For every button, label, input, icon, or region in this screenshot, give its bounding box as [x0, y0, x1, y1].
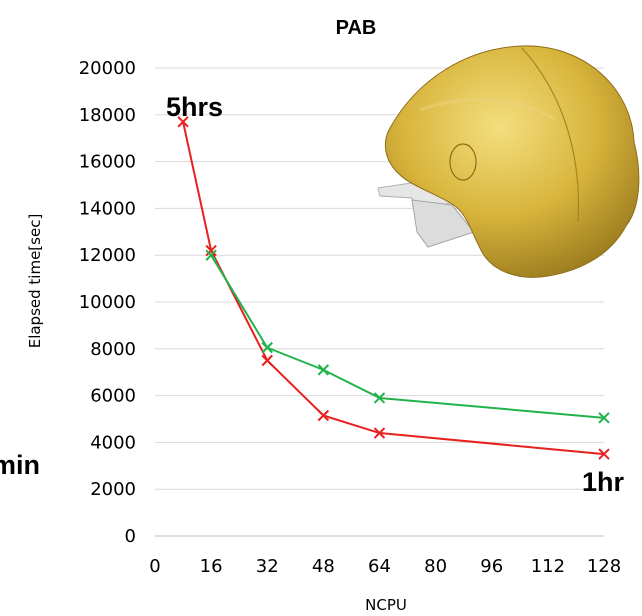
y-tick-label: 2000 — [90, 479, 136, 500]
data-point-2 — [205, 249, 217, 261]
annotation-min: min — [0, 450, 40, 480]
x-tick-label: 80 — [424, 556, 447, 577]
data-point-2 — [317, 364, 330, 376]
axes: 0 2000 4000 6000 8000 10000 12000 14000 16000 180… — [79, 58, 621, 577]
data-point-1 — [598, 448, 610, 460]
y-tick-label: 14000 — [79, 198, 136, 219]
x-tick-label: 0 — [149, 556, 160, 577]
x-axis-label: NCPU — [365, 596, 407, 614]
series-layer — [177, 116, 610, 460]
x-tick-label: 96 — [480, 556, 503, 577]
y-tick-label: 4000 — [90, 432, 136, 453]
y-tick-label: 6000 — [90, 386, 136, 407]
data-point-1 — [373, 427, 386, 439]
series-line-1 — [182, 121, 605, 456]
airbag-illustration — [377, 45, 640, 278]
data-point-1 — [177, 116, 189, 128]
data-point-2 — [261, 341, 273, 354]
y-tick-label: 20000 — [79, 58, 136, 79]
y-tick-label: 0 — [125, 526, 136, 547]
y-tick-label: 16000 — [79, 152, 136, 173]
data-point-2 — [373, 392, 386, 404]
x-tick-label: 48 — [312, 556, 335, 577]
y-tick-label: 8000 — [90, 339, 136, 360]
y-axis-label: Elapsed time[sec] — [26, 214, 44, 349]
data-point-1 — [205, 244, 217, 257]
x-tick-label: 128 — [587, 556, 621, 577]
data-point-1 — [317, 409, 330, 422]
series-line-2 — [210, 254, 605, 419]
y-tick-label: 18000 — [79, 105, 136, 126]
x-tick-label: 64 — [368, 556, 391, 577]
x-tick-label: 32 — [256, 556, 279, 577]
y-tick-label: 10000 — [79, 292, 136, 313]
chart-title: PAB — [336, 17, 377, 39]
annotation-1hr: 1hr — [582, 467, 625, 497]
data-point-2 — [598, 412, 610, 424]
y-tick-label: 12000 — [79, 245, 136, 266]
x-tick-label: 16 — [200, 556, 223, 577]
x-tick-label: 112 — [531, 556, 565, 577]
data-point-1 — [261, 354, 273, 367]
annotation-5hrs: 5hrs — [166, 92, 223, 122]
